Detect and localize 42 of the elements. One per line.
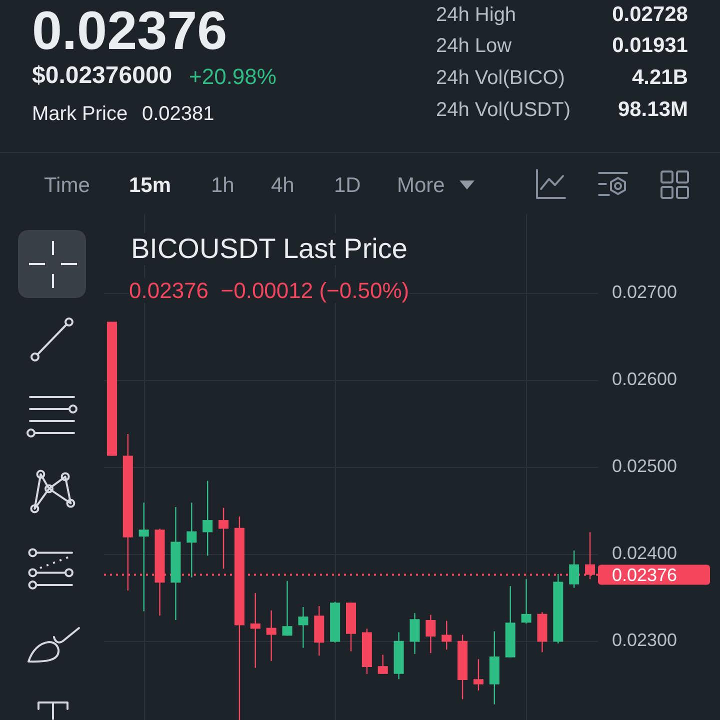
candlestick bbox=[426, 614, 436, 654]
text: 1D bbox=[334, 174, 361, 198]
text: 0.02376 −0.00012 (−0.50%) bbox=[129, 278, 410, 303]
y-tick-label: 0.02700 bbox=[612, 282, 678, 302]
text: More bbox=[397, 174, 445, 198]
text: 98.13M bbox=[618, 98, 688, 122]
text: 24h Low bbox=[436, 34, 512, 58]
candlestick bbox=[218, 507, 229, 570]
candlestick bbox=[473, 658, 484, 692]
candlestick bbox=[250, 592, 260, 668]
candlestick bbox=[410, 612, 420, 655]
candlestick bbox=[186, 502, 197, 578]
candlestick bbox=[569, 550, 580, 588]
text: 24h Vol(USDT) bbox=[436, 98, 570, 122]
candlestick bbox=[266, 610, 276, 662]
y-tick-label: 0.02300 bbox=[612, 630, 678, 650]
y-tick-label: 0.02400 bbox=[612, 542, 678, 563]
text: 15m bbox=[129, 174, 172, 198]
candlestick bbox=[202, 480, 213, 556]
text: 4h bbox=[271, 174, 294, 198]
candlestick bbox=[282, 580, 292, 636]
text: 0.02381 bbox=[142, 102, 214, 126]
text: 4.21B bbox=[632, 66, 688, 90]
ref-line-label: 0.02376 bbox=[612, 564, 678, 585]
text: Mark Price bbox=[32, 102, 128, 126]
text: +20.98% bbox=[189, 64, 276, 89]
text: BICOUSDT Last Price bbox=[131, 233, 408, 266]
text: $0.02376000 bbox=[32, 62, 172, 90]
text: 24h High bbox=[436, 4, 516, 27]
text: 0.02376 bbox=[32, 0, 228, 62]
text: 24h Vol(BICO) bbox=[436, 66, 565, 90]
y-tick-label: 0.02500 bbox=[612, 456, 678, 476]
text: 1h bbox=[211, 174, 234, 198]
candlestick bbox=[378, 654, 388, 675]
candlestick bbox=[442, 620, 452, 650]
candlestick bbox=[298, 606, 308, 648]
text: 0.01931 bbox=[612, 34, 688, 58]
candlestick bbox=[521, 578, 532, 624]
candlestick bbox=[138, 502, 149, 612]
text: 0.02728 bbox=[612, 2, 688, 27]
y-tick-label: 0.02600 bbox=[612, 369, 678, 390]
text: Time bbox=[44, 174, 90, 198]
